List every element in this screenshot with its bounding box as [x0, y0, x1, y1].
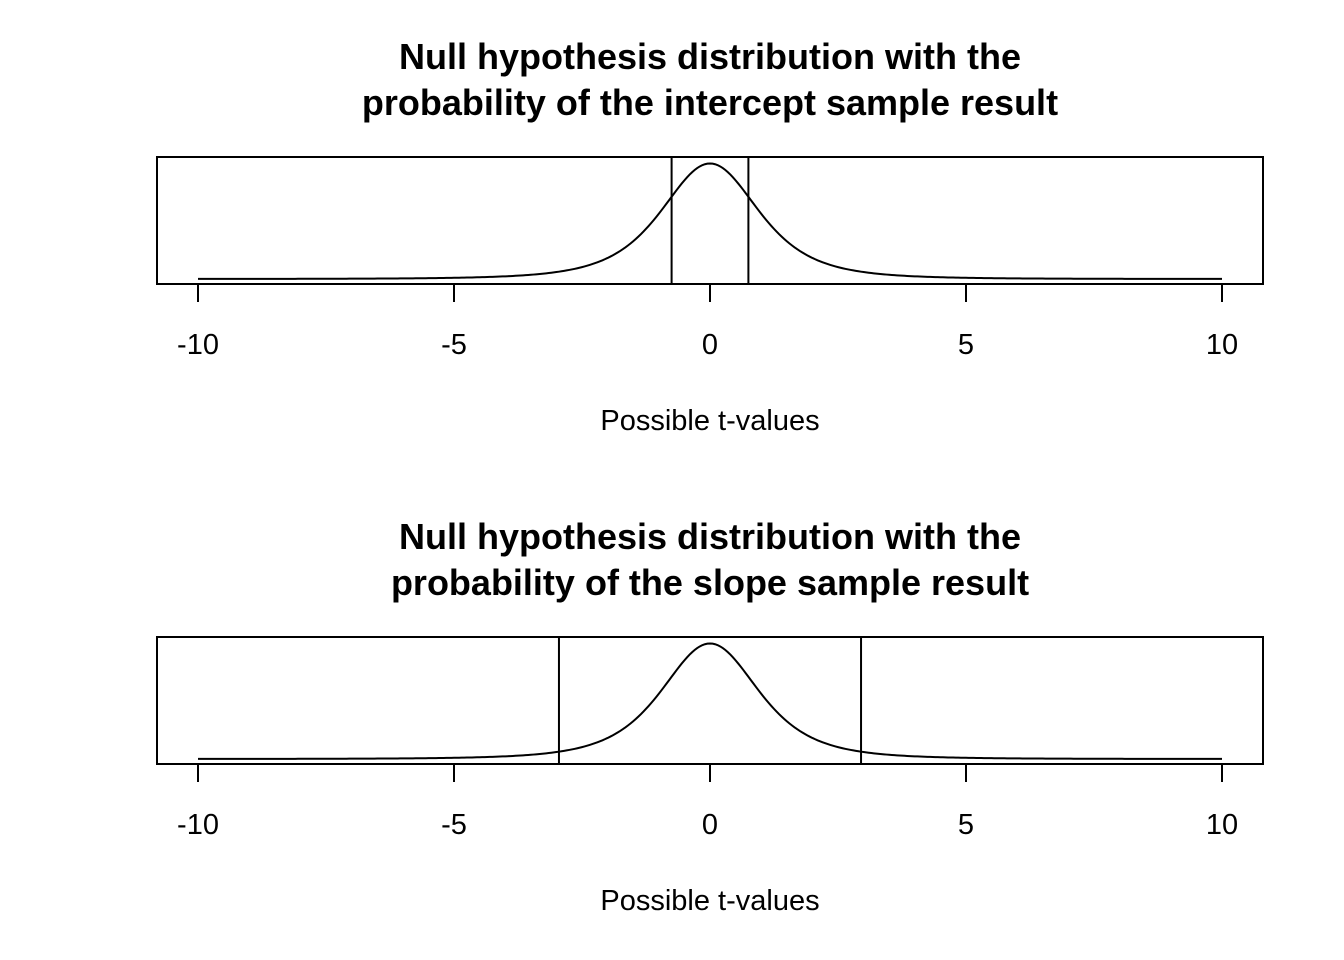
- panel-2-x-tick-label: 0: [702, 809, 718, 841]
- panel-1-title-line-2: probability of the intercept sample resu…: [362, 82, 1058, 123]
- panel-2-plot-frame: [156, 636, 1264, 765]
- panel-1-x-tick-labels: -10 -5 0 5 10: [177, 329, 1238, 361]
- panel-2-x-tick-label: -10: [177, 809, 219, 841]
- panel-slope: Null hypothesis distribution with the pr…: [156, 516, 1264, 917]
- panel-1-density-curve: [198, 162, 1222, 280]
- panel-1-x-tick-label: 10: [1206, 329, 1238, 361]
- panel-2-x-axis-label: Possible t-values: [600, 885, 819, 917]
- panel-1-x-axis-label: Possible t-values: [600, 405, 819, 437]
- panel-2-x-tick-labels: -10 -5 0 5 10: [177, 809, 1238, 841]
- panel-1-x-tick-label: 5: [958, 329, 974, 361]
- panel-2-title-line-1: Null hypothesis distribution with the: [399, 516, 1021, 557]
- panel-2-density-curve: [198, 642, 1222, 760]
- panel-2-title-line-2: probability of the slope sample result: [391, 562, 1029, 603]
- panel-1-x-ticks: [197, 284, 1223, 302]
- panel-2-x-tick-label: 5: [958, 809, 974, 841]
- panel-2-x-tick-label: -5: [441, 809, 467, 841]
- panel-1-plot-frame: [156, 156, 1264, 285]
- panel-1-x-tick-label: 0: [702, 329, 718, 361]
- panel-2-x-ticks: [197, 764, 1223, 782]
- panel-1-x-tick-label: -5: [441, 329, 467, 361]
- panel-1-x-tick-label: -10: [177, 329, 219, 361]
- panel-2-x-tick-label: 10: [1206, 809, 1238, 841]
- panel-intercept: Null hypothesis distribution with the pr…: [156, 36, 1264, 437]
- panel-1-title-line-1: Null hypothesis distribution with the: [399, 36, 1021, 77]
